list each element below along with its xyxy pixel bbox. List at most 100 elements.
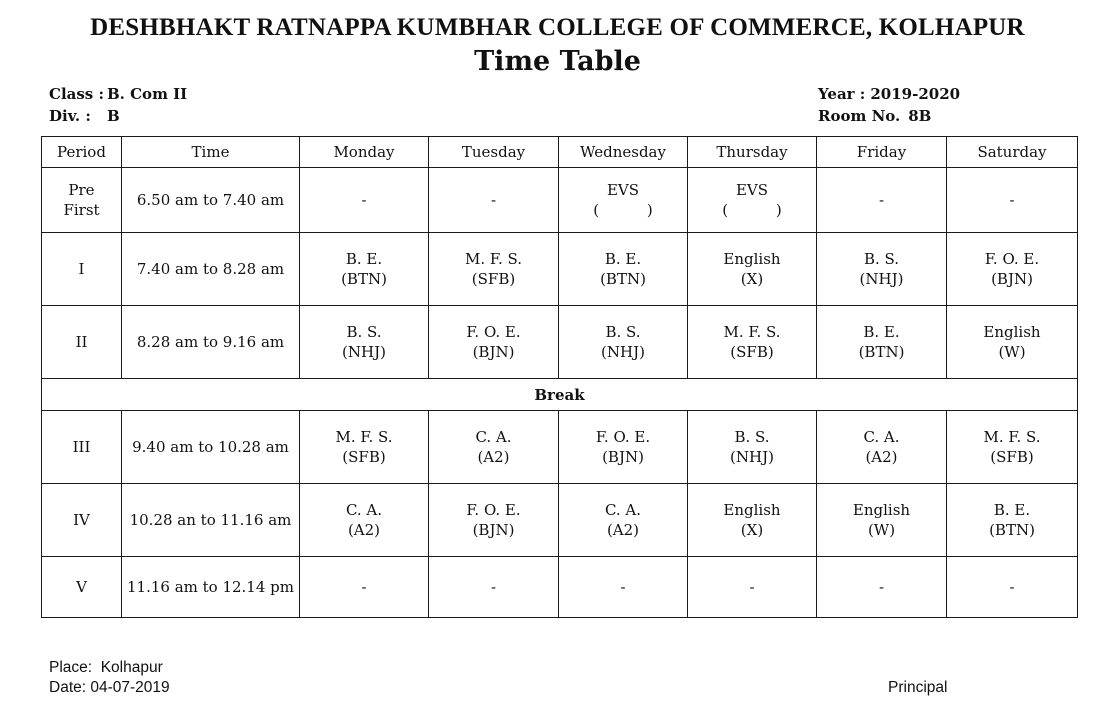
teacher: (W) [867,521,896,539]
subject: B. S. [863,250,900,268]
teacher: (BJN) [602,448,644,466]
friday-cell: - [816,167,947,233]
subject: F. O. E. [466,323,521,341]
timetable: Period Time Monday Tuesday Wednesday Thu… [41,136,1078,618]
thursday-cell: English (X) [687,232,817,306]
teacher: ( ) [722,201,782,219]
wednesday-cell: - [558,556,688,618]
year-label: Year : [818,85,866,103]
table-row: IV 10.28 an to 11.16 am C. A. (A2) F. O. … [41,483,1078,557]
saturday-cell: English (W) [946,305,1078,379]
room-row: Room No. 8B [818,105,960,127]
division-row: Div. : B [49,105,187,127]
column-header-wednesday: Wednesday [558,136,688,168]
time-cell: 9.40 am to 10.28 am [121,410,300,484]
year-room-info: Year : 2019-2020 Room No. 8B [818,83,960,127]
time-cell: 10.28 an to 11.16 am [121,483,300,557]
place-text: Place: Kolhapur [49,659,163,676]
class-row: Class : B. Com II [49,83,187,105]
teacher: (BTN) [600,270,646,288]
monday-cell: - [299,167,429,233]
subject: B. S. [605,323,641,341]
subject: M. F. S. [723,323,781,341]
subject: English [723,501,781,519]
tuesday-cell: - [428,556,559,618]
column-header-tuesday: Tuesday [428,136,559,168]
tuesday-cell: M. F. S. (SFB) [428,232,559,306]
principal-signature-label: Principal [888,679,948,696]
subject: F. O. E. [984,250,1040,268]
saturday-cell: - [946,167,1078,233]
class-value: B. Com II [107,85,188,103]
teacher: (BJN) [991,270,1033,288]
wednesday-cell: EVS ( ) [558,167,688,233]
subject: M. F. S. [983,428,1041,446]
period-cell: IV [41,483,122,557]
friday-cell: B. S. (NHJ) [816,232,947,306]
subject: EVS [606,181,640,199]
subject: F. O. E. [595,428,651,446]
subject: C. A. [475,428,512,446]
table-row: V 11.16 am to 12.14 pm - - - - - - [41,556,1078,618]
period-label-line2: First [63,201,100,219]
room-value: 8B [908,107,932,125]
teacher: (SFB) [990,448,1034,466]
thursday-cell: - [687,556,817,618]
teacher: (BTN) [341,270,387,288]
teacher: (BJN) [472,521,515,539]
time-cell: 11.16 am to 12.14 pm [121,556,300,618]
table-row: I 7.40 am to 8.28 am B. E. (BTN) M. F. S.… [41,232,1078,306]
class-info: Class : B. Com II Div. : B [49,83,187,127]
thursday-cell: EVS ( ) [687,167,817,233]
period-cell: V [41,556,122,618]
break-row: Break [41,378,1078,411]
tuesday-cell: C. A. (A2) [428,410,559,484]
friday-cell: C. A. (A2) [816,410,947,484]
wednesday-cell: C. A. (A2) [558,483,688,557]
saturday-cell: - [946,556,1078,618]
teacher: (A2) [477,448,510,466]
room-label: Room No. [818,107,901,125]
thursday-cell: B. S. (NHJ) [687,410,817,484]
subject: - [490,191,497,209]
footer-place-date: Place: Kolhapur Date: 04-07-2019 [49,658,170,698]
monday-cell: - [299,556,429,618]
column-header-saturday: Saturday [946,136,1078,168]
subject: - [1009,191,1015,209]
teacher: (BJN) [472,343,515,361]
subject: F. O. E. [466,501,521,519]
wednesday-cell: B. S. (NHJ) [558,305,688,379]
wednesday-cell: F. O. E. (BJN) [558,410,688,484]
table-row: III 9.40 am to 10.28 am M. F. S. (SFB) C.… [41,410,1078,484]
teacher: (NHJ) [859,270,904,288]
column-header-monday: Monday [299,136,429,168]
teacher: (A2) [865,448,898,466]
teacher: (NHJ) [342,343,386,361]
saturday-cell: B. E. (BTN) [946,483,1078,557]
year-value: 2019-2020 [870,85,961,103]
time-cell: 8.28 am to 9.16 am [121,305,300,379]
wednesday-cell: B. E. (BTN) [558,232,688,306]
teacher: ( ) [593,201,653,219]
column-header-period: Period [41,136,122,168]
thursday-cell: English (X) [687,483,817,557]
period-cell: Pre First [41,167,122,233]
subject: - [361,191,367,209]
period-cell: I [41,232,122,306]
monday-cell: B. S. (NHJ) [299,305,429,379]
column-header-time: Time [121,136,300,168]
teacher: (A2) [347,521,381,539]
monday-cell: M. F. S. (SFB) [299,410,429,484]
subject: English [983,323,1041,341]
date-text: Date: 04-07-2019 [49,679,170,696]
subject: English [852,501,911,519]
teacher: (A2) [606,521,640,539]
monday-cell: C. A. (A2) [299,483,429,557]
saturday-cell: M. F. S. (SFB) [946,410,1078,484]
teacher: (NHJ) [730,448,774,466]
subject: C. A. [604,501,642,519]
teacher: (X) [740,521,764,539]
year-row: Year : 2019-2020 [818,83,960,105]
subject: EVS [735,181,769,199]
period-label: Pre [68,181,95,199]
